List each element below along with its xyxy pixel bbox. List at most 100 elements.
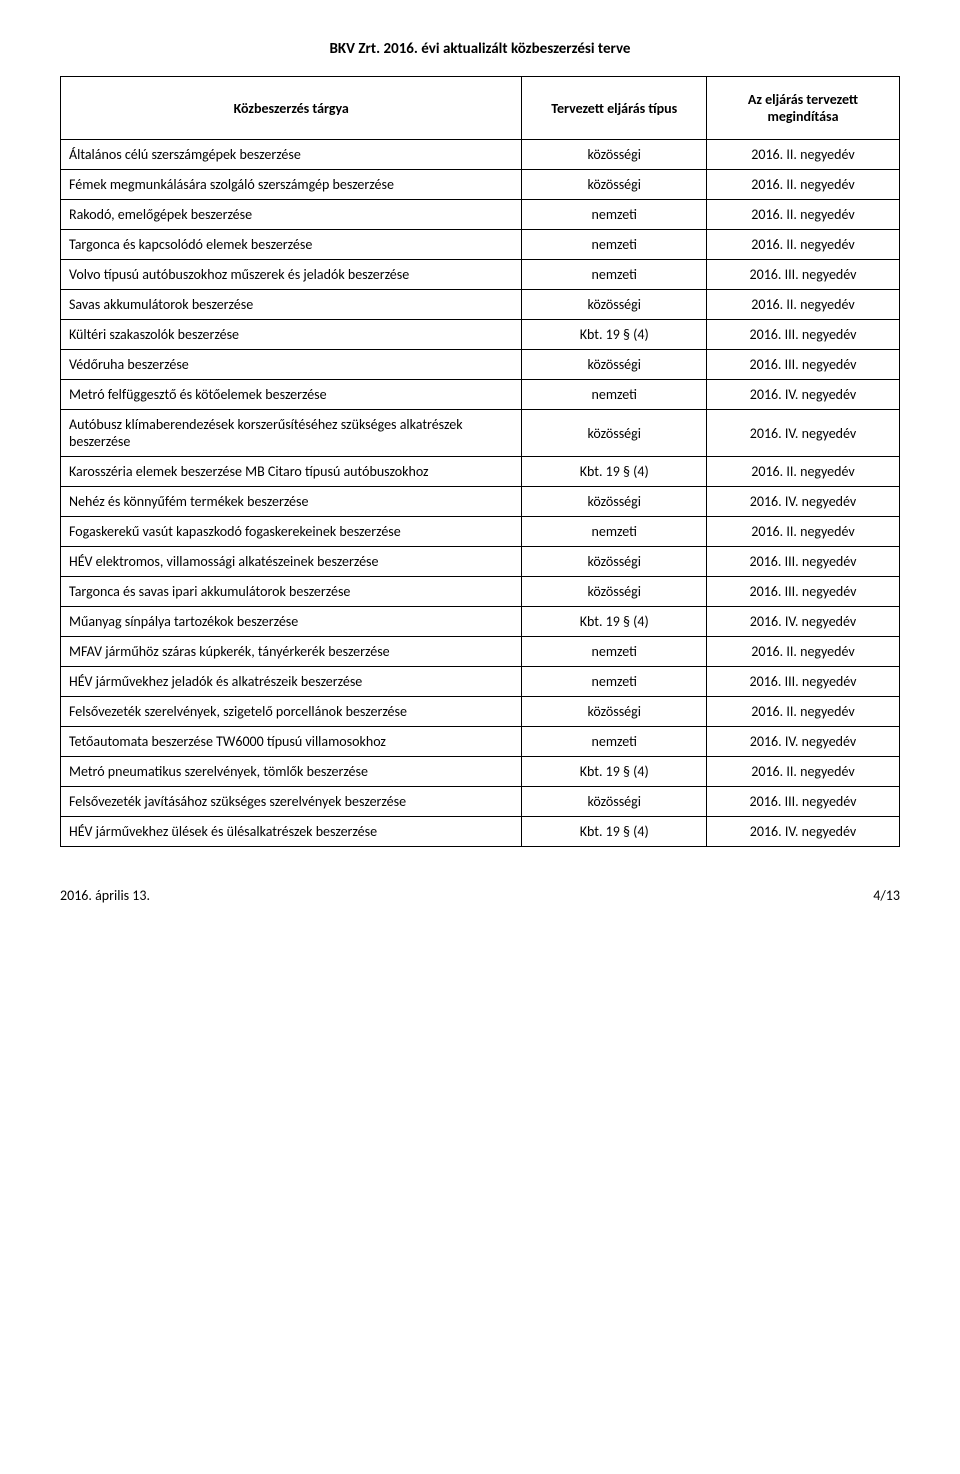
table-row: Volvo típusú autóbuszokhoz műszerek és j…: [61, 260, 900, 290]
cell-subject: Felsővezeték javításához szükséges szere…: [61, 787, 522, 817]
table-row: HÉV járművekhez ülések és ülésalkatrésze…: [61, 817, 900, 847]
cell-start: 2016. II. negyedév: [707, 757, 900, 787]
cell-start: 2016. II. negyedév: [707, 230, 900, 260]
cell-start: 2016. II. negyedév: [707, 637, 900, 667]
cell-procedure-type: közösségi: [522, 547, 707, 577]
cell-subject: HÉV járművekhez ülések és ülésalkatrésze…: [61, 817, 522, 847]
table-row: Fogaskerekű vasút kapaszkodó fogaskereke…: [61, 517, 900, 547]
table-row: Savas akkumulátorok beszerzéseközösségi2…: [61, 290, 900, 320]
cell-start: 2016. III. negyedév: [707, 667, 900, 697]
cell-procedure-type: nemzeti: [522, 667, 707, 697]
cell-procedure-type: közösségi: [522, 487, 707, 517]
cell-subject: Metró felfüggesztő és kötőelemek beszerz…: [61, 380, 522, 410]
cell-start: 2016. II. negyedév: [707, 457, 900, 487]
table-row: Nehéz és könnyűfém termékek beszerzésekö…: [61, 487, 900, 517]
cell-start: 2016. IV. negyedév: [707, 410, 900, 457]
table-row: Kültéri szakaszolók beszerzéseKbt. 19 § …: [61, 320, 900, 350]
cell-subject: HÉV elektromos, villamossági alkatészein…: [61, 547, 522, 577]
table-row: Műanyag sínpálya tartozékok beszerzéseKb…: [61, 607, 900, 637]
table-row: Védőruha beszerzéseközösségi2016. III. n…: [61, 350, 900, 380]
table-row: Felsővezeték javításához szükséges szere…: [61, 787, 900, 817]
cell-procedure-type: nemzeti: [522, 517, 707, 547]
cell-subject: Karosszéria elemek beszerzése MB Citaro …: [61, 457, 522, 487]
footer-date: 2016. április 13.: [60, 887, 150, 904]
cell-procedure-type: Kbt. 19 § (4): [522, 757, 707, 787]
procurement-table: Közbeszerzés tárgya Tervezett eljárás tí…: [60, 76, 900, 847]
cell-subject: Tetőautomata beszerzése TW6000 típusú vi…: [61, 727, 522, 757]
cell-procedure-type: közösségi: [522, 697, 707, 727]
cell-start: 2016. III. negyedév: [707, 787, 900, 817]
table-row: HÉV elektromos, villamossági alkatészein…: [61, 547, 900, 577]
header-procedure-type: Tervezett eljárás típus: [522, 77, 707, 140]
table-row: Fémek megmunkálására szolgáló szerszámgé…: [61, 170, 900, 200]
table-row: MFAV járműhöz száras kúpkerék, tányérker…: [61, 637, 900, 667]
cell-start: 2016. II. negyedév: [707, 140, 900, 170]
table-row: Általános célú szerszámgépek beszerzések…: [61, 140, 900, 170]
cell-procedure-type: közösségi: [522, 787, 707, 817]
cell-start: 2016. IV. negyedév: [707, 817, 900, 847]
cell-subject: MFAV járműhöz száras kúpkerék, tányérker…: [61, 637, 522, 667]
cell-subject: Kültéri szakaszolók beszerzése: [61, 320, 522, 350]
cell-subject: Műanyag sínpálya tartozékok beszerzése: [61, 607, 522, 637]
table-header-row: Közbeszerzés tárgya Tervezett eljárás tí…: [61, 77, 900, 140]
cell-start: 2016. II. negyedév: [707, 517, 900, 547]
cell-procedure-type: nemzeti: [522, 637, 707, 667]
cell-subject: Fémek megmunkálására szolgáló szerszámgé…: [61, 170, 522, 200]
page-footer: 2016. április 13. 4/13: [60, 887, 900, 904]
cell-subject: Nehéz és könnyűfém termékek beszerzése: [61, 487, 522, 517]
page-title: BKV Zrt. 2016. évi aktualizált közbeszer…: [60, 40, 900, 58]
cell-start: 2016. II. negyedév: [707, 697, 900, 727]
cell-start: 2016. III. negyedév: [707, 547, 900, 577]
cell-procedure-type: nemzeti: [522, 727, 707, 757]
cell-procedure-type: közösségi: [522, 290, 707, 320]
cell-start: 2016. III. negyedév: [707, 577, 900, 607]
cell-procedure-type: közösségi: [522, 350, 707, 380]
cell-start: 2016. IV. negyedév: [707, 380, 900, 410]
cell-subject: Általános célú szerszámgépek beszerzése: [61, 140, 522, 170]
cell-procedure-type: nemzeti: [522, 260, 707, 290]
table-row: Autóbusz klímaberendezések korszerűsítés…: [61, 410, 900, 457]
cell-start: 2016. IV. negyedév: [707, 607, 900, 637]
cell-subject: Metró pneumatikus szerelvények, tömlők b…: [61, 757, 522, 787]
cell-subject: Savas akkumulátorok beszerzése: [61, 290, 522, 320]
table-row: Karosszéria elemek beszerzése MB Citaro …: [61, 457, 900, 487]
cell-start: 2016. II. negyedév: [707, 290, 900, 320]
table-row: Rakodó, emelőgépek beszerzésenemzeti2016…: [61, 200, 900, 230]
cell-subject: Fogaskerekű vasút kapaszkodó fogaskereke…: [61, 517, 522, 547]
footer-page-number: 4/13: [873, 887, 900, 904]
cell-procedure-type: Kbt. 19 § (4): [522, 607, 707, 637]
cell-subject: Védőruha beszerzése: [61, 350, 522, 380]
cell-start: 2016. II. negyedév: [707, 170, 900, 200]
table-row: Tetőautomata beszerzése TW6000 típusú vi…: [61, 727, 900, 757]
cell-procedure-type: közösségi: [522, 577, 707, 607]
cell-procedure-type: nemzeti: [522, 230, 707, 260]
cell-subject: Targonca és savas ipari akkumulátorok be…: [61, 577, 522, 607]
cell-start: 2016. III. negyedév: [707, 320, 900, 350]
cell-procedure-type: közösségi: [522, 140, 707, 170]
cell-start: 2016. IV. negyedév: [707, 487, 900, 517]
table-row: Metró pneumatikus szerelvények, tömlők b…: [61, 757, 900, 787]
cell-procedure-type: Kbt. 19 § (4): [522, 817, 707, 847]
header-start: Az eljárás tervezett megindítása: [707, 77, 900, 140]
cell-subject: Volvo típusú autóbuszokhoz műszerek és j…: [61, 260, 522, 290]
table-row: Targonca és savas ipari akkumulátorok be…: [61, 577, 900, 607]
cell-start: 2016. III. negyedév: [707, 260, 900, 290]
cell-subject: Felsővezeték szerelvények, szigetelő por…: [61, 697, 522, 727]
cell-start: 2016. II. negyedév: [707, 200, 900, 230]
table-row: Metró felfüggesztő és kötőelemek beszerz…: [61, 380, 900, 410]
cell-procedure-type: közösségi: [522, 410, 707, 457]
cell-subject: Autóbusz klímaberendezések korszerűsítés…: [61, 410, 522, 457]
cell-subject: HÉV járművekhez jeladók és alkatrészeik …: [61, 667, 522, 697]
cell-procedure-type: Kbt. 19 § (4): [522, 457, 707, 487]
cell-start: 2016. IV. negyedév: [707, 727, 900, 757]
cell-subject: Rakodó, emelőgépek beszerzése: [61, 200, 522, 230]
table-row: Felsővezeték szerelvények, szigetelő por…: [61, 697, 900, 727]
table-row: HÉV járművekhez jeladók és alkatrészeik …: [61, 667, 900, 697]
cell-subject: Targonca és kapcsolódó elemek beszerzése: [61, 230, 522, 260]
cell-procedure-type: nemzeti: [522, 200, 707, 230]
table-row: Targonca és kapcsolódó elemek beszerzése…: [61, 230, 900, 260]
cell-procedure-type: nemzeti: [522, 380, 707, 410]
cell-procedure-type: Kbt. 19 § (4): [522, 320, 707, 350]
header-subject: Közbeszerzés tárgya: [61, 77, 522, 140]
cell-start: 2016. III. negyedév: [707, 350, 900, 380]
